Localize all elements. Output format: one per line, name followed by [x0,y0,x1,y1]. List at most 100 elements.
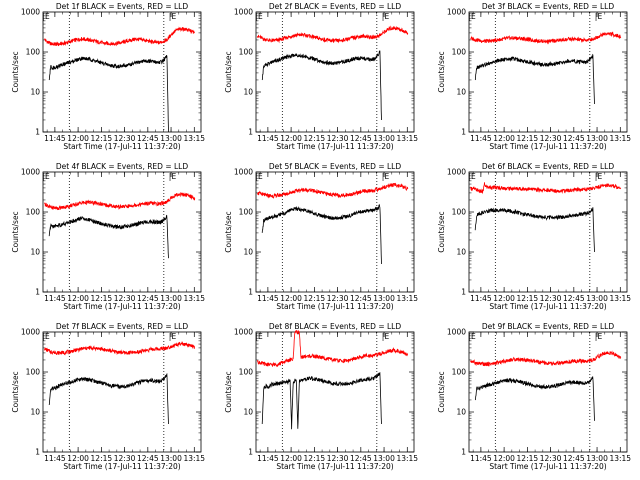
y-tick-label: 10 [30,408,40,417]
marker-label: E [598,332,603,341]
y-tick-label: 1 [461,448,466,457]
y-tick-label: 1 [248,448,253,457]
y-tick-label: 1 [461,128,466,137]
panel-det-4: Det 4f BLACK = Events, RED = LLD 1 10 100 10… [11,162,205,311]
y-tick-label: 1 [461,288,466,297]
marker-label: E [172,12,177,21]
y-tick-label: 100 [26,48,41,57]
x-tick-label: 11:45 [470,454,492,463]
y-tick-label: 1000 [234,168,253,177]
marker-label: E [258,12,263,21]
plot-frame [42,171,202,293]
panel-title: Det 6f BLACK = Events, RED = LLD [482,162,615,171]
y-tick-label: 100 [239,368,254,377]
series-line-lld [44,341,196,356]
x-tick-label: 13:15 [609,134,631,143]
y-tick-label: 1000 [447,328,466,337]
series-line-events [474,53,595,105]
y-tick-label: 10 [456,88,466,97]
marker-label: E [172,172,177,181]
x-tick-label: 13:00 [160,294,182,303]
y-axis-label: Counts/sec [437,211,446,252]
x-tick-label: 12:15 [91,294,113,303]
panel-title: Det 2f BLACK = Events, RED = LLD [269,2,402,11]
x-tick-label: 13:00 [373,134,395,143]
y-tick-label: 10 [30,88,40,97]
x-tick-label: 13:00 [160,454,182,463]
x-tick-label: 11:45 [44,134,66,143]
x-tick-label: 12:15 [304,134,326,143]
x-tick-label: 13:00 [586,294,608,303]
panel-det-2: Det 2f BLACK = Events, RED = LLD 1 10 100 10… [224,2,418,151]
plot-frame [255,331,415,453]
x-tick-label: 12:45 [350,294,372,303]
y-tick-label: 100 [452,48,467,57]
x-axis-label: Start Time (17-Jul-11 11:37:20) [63,142,180,151]
x-tick-label: 12:30 [114,454,136,463]
x-tick-label: 12:30 [540,454,562,463]
series-line-events [48,214,169,259]
panel-title: Det 5f BLACK = Events, RED = LLD [269,162,402,171]
x-tick-label: 12:30 [114,294,136,303]
x-tick-label: 12:45 [563,134,585,143]
series-line-events [474,376,595,421]
y-tick-label: 10 [243,88,253,97]
y-tick-label: 100 [26,368,41,377]
series-line-events [48,54,169,133]
y-axis-label: Counts/sec [11,211,20,252]
x-tick-label: 12:00 [280,134,302,143]
marker-label: E [45,12,50,21]
x-tick-label: 12:15 [91,454,113,463]
x-tick-label: 11:45 [257,454,279,463]
x-tick-label: 12:00 [280,454,302,463]
x-tick-label: 12:45 [137,454,159,463]
y-tick-label: 1 [248,128,253,137]
y-tick-label: 1 [248,288,253,297]
x-axis-label: Start Time (17-Jul-11 11:37:20) [63,302,180,311]
series-line-lld [470,182,622,195]
x-tick-label: 12:15 [91,134,113,143]
x-tick-label: 12:00 [493,134,515,143]
series-line-lld [470,31,622,45]
x-tick-label: 12:45 [563,454,585,463]
y-tick-label: 100 [452,368,467,377]
y-axis-label: Counts/sec [11,51,20,92]
panel-title: Det 1f BLACK = Events, RED = LLD [56,2,189,11]
x-tick-label: 12:15 [517,454,539,463]
x-tick-label: 12:30 [327,454,349,463]
y-axis-label: Counts/sec [437,371,446,412]
x-axis-label: Start Time (17-Jul-11 11:37:20) [276,302,393,311]
x-tick-label: 12:45 [137,294,159,303]
marker-label: E [172,332,177,341]
y-tick-label: 1000 [234,328,253,337]
y-tick-label: 1 [35,448,40,457]
plot-frame [255,11,415,133]
series-line-lld [257,182,409,199]
x-tick-label: 12:00 [493,454,515,463]
panel-det-1: Det 1f BLACK = Events, RED = LLD 1 10 100 10… [11,2,205,151]
marker-label: E [385,332,390,341]
y-axis-label: Counts/sec [11,371,20,412]
x-tick-label: 11:45 [257,134,279,143]
x-tick-label: 12:45 [350,454,372,463]
x-axis-label: Start Time (17-Jul-11 11:37:20) [489,142,606,151]
marker-label: E [471,172,476,181]
x-tick-label: 11:45 [44,454,66,463]
series-line-events [261,203,382,265]
plot-frame [468,331,628,453]
x-tick-label: 11:45 [470,294,492,303]
plot-frame [42,331,202,453]
marker-label: E [385,172,390,181]
x-tick-label: 13:15 [183,454,205,463]
series-line-events [48,373,169,425]
y-tick-label: 1000 [234,8,253,17]
panel-title: Det 4f BLACK = Events, RED = LLD [56,162,189,171]
y-tick-label: 10 [243,248,253,257]
x-axis-label: Start Time (17-Jul-11 11:37:20) [489,462,606,471]
marker-label: E [258,172,263,181]
x-tick-label: 12:30 [114,134,136,143]
y-tick-label: 10 [30,248,40,257]
x-tick-label: 13:00 [373,454,395,463]
panel-det-3: Det 3f BLACK = Events, RED = LLD 1 10 100 10… [437,2,631,151]
x-tick-label: 12:00 [67,134,89,143]
